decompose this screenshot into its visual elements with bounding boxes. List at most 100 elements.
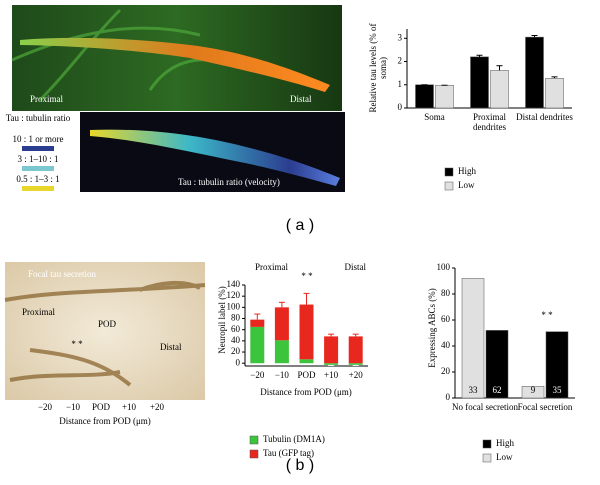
legend-label: High: [458, 166, 477, 176]
bar: [470, 56, 489, 109]
bar-segment: [299, 359, 314, 364]
ratio-legend-label: 3 : 1–10 : 1: [17, 154, 58, 164]
image-x-tick: POD: [92, 402, 111, 412]
y-tick-label: 0: [446, 392, 451, 402]
y-tick-label: 60: [231, 324, 241, 334]
image-label: Distal: [290, 94, 312, 104]
image-x-tick: +20: [150, 402, 165, 412]
y-tick-label: 20: [441, 366, 451, 376]
y-tick-label: 20: [231, 346, 241, 356]
y-tick-label: 40: [231, 335, 241, 345]
x-tick-label: +10: [324, 370, 339, 380]
x-tick-label: Proximal dendrites: [473, 112, 506, 132]
bar: [461, 278, 485, 399]
annotation: Distal: [345, 262, 367, 272]
image-x-tick: +10: [122, 402, 137, 412]
legend-label: Tau (GFP tag): [263, 448, 314, 458]
bar-segment: [250, 319, 265, 327]
y-axis-label: Relative tau levels (% of soma): [368, 23, 388, 113]
ratio-legend-label: 10 : 1 or more: [13, 134, 64, 144]
x-tick-label: −10: [275, 370, 290, 380]
bar-segment: [348, 363, 363, 365]
micrograph-top: [12, 5, 342, 111]
image-x-label: Distance from POD (μm): [59, 416, 151, 426]
legend-swatch: [482, 439, 492, 449]
y-axis-label: Expressing ABCs (%): [427, 288, 437, 368]
x-tick-label: POD: [297, 370, 316, 380]
stained-processes: [4, 281, 206, 387]
x-tick-label: −20: [250, 370, 265, 380]
y-tick-label: 100: [437, 262, 451, 272]
image-label: Proximal: [30, 94, 63, 104]
neuron: [20, 37, 330, 92]
panel-label: ( a ): [286, 217, 314, 234]
bar: [415, 84, 434, 109]
annotation: * *: [301, 271, 313, 281]
legend-label: Low: [496, 452, 513, 462]
x-tick-label: Soma: [424, 112, 445, 122]
legend-label: Low: [458, 180, 475, 190]
x-tick-label: Focal secretion: [517, 402, 573, 412]
image-annotation: Distal: [160, 342, 182, 352]
y-tick-label: 140: [227, 279, 241, 289]
bar-segment: [324, 336, 339, 364]
bar-segment: [324, 363, 339, 365]
legend-swatch: [444, 181, 454, 191]
neuron-ratio: [90, 129, 340, 186]
legend-swatch: [482, 453, 492, 463]
bar-segment: [274, 340, 289, 364]
bar: [525, 36, 544, 109]
y-tick-label: 2: [398, 56, 403, 66]
y-tick-label: 40: [441, 340, 451, 350]
bar: [545, 78, 564, 109]
image-annotation: * *: [71, 339, 83, 349]
x-axis-label: Distance from POD (μm): [260, 387, 352, 397]
bar-count: 35: [553, 385, 563, 395]
ratio-legend-swatch: [22, 186, 54, 191]
y-tick-label: 3: [398, 32, 403, 42]
y-tick-label: 120: [227, 290, 241, 300]
legend-swatch: [249, 435, 259, 445]
bar: [490, 70, 509, 109]
x-tick-label: +20: [349, 370, 364, 380]
legend-swatch: [249, 449, 259, 459]
bar: [521, 386, 545, 399]
image-x-tick: −20: [38, 402, 53, 412]
y-tick-label: 0: [236, 357, 241, 367]
legend-label: High: [496, 438, 515, 448]
bar: [435, 84, 454, 109]
y-tick-label: 0: [398, 102, 403, 112]
x-tick-label: No focal secretion: [452, 402, 518, 412]
annotation: Proximal: [255, 262, 288, 272]
bar-segment: [274, 307, 289, 341]
panel-label: ( b ): [286, 457, 314, 474]
y-tick-label: 80: [441, 288, 451, 298]
bar-count: 33: [469, 385, 479, 395]
image-x-tick: −10: [66, 402, 81, 412]
bar-segment: [348, 336, 363, 364]
y-tick-label: 60: [441, 314, 451, 324]
ratio-legend-swatch: [22, 146, 54, 151]
bar: [485, 330, 509, 399]
y-tick-label: 1: [398, 79, 403, 89]
image-annotation: Focal tau secretion: [28, 269, 96, 279]
ratio-legend-swatch: [22, 166, 54, 171]
y-axis-label: Neuropil label (%): [217, 286, 227, 354]
bar-segment: [250, 326, 265, 364]
bar-segment: [299, 304, 314, 360]
legend-label: Tubulin (DM1A): [263, 434, 325, 444]
x-tick-label: Distal dendrites: [516, 112, 573, 122]
y-tick-label: 80: [231, 313, 241, 323]
image-annotation: POD: [98, 319, 117, 329]
y-tick-label: 100: [227, 301, 241, 311]
image-annotation: Proximal: [22, 307, 55, 317]
bar: [545, 331, 569, 399]
ratio-legend-title: Tau : tubulin ratio: [5, 113, 71, 123]
legend-swatch: [444, 167, 454, 177]
ratio-legend-label: 0.5 : 1–3 : 1: [16, 174, 59, 184]
bar-count: 9: [531, 385, 536, 395]
image-caption: Tau : tubulin ratio (velocity): [178, 177, 280, 187]
bar-count: 62: [493, 385, 502, 395]
